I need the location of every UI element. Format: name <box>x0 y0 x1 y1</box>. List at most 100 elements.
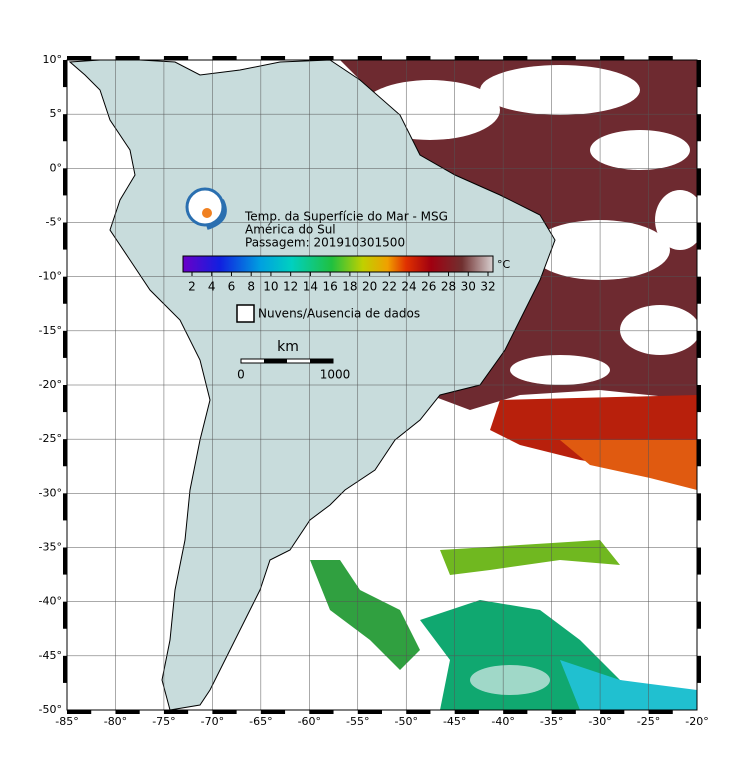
frame-seg <box>454 710 479 714</box>
pass: Passagem: 201910301500 <box>245 236 405 250</box>
colorbar-tick-label: 20 <box>362 280 377 294</box>
lon-label: -50° <box>394 715 417 728</box>
lon-label: -55° <box>346 715 369 728</box>
frame-seg <box>697 222 701 250</box>
frame-seg <box>697 168 701 196</box>
lat-label: -30° <box>39 486 62 499</box>
frame-seg <box>357 710 382 714</box>
frame-seg <box>260 56 286 60</box>
colorbar-tick-label: 30 <box>461 280 476 294</box>
scale-unit: km <box>277 339 299 355</box>
frame-seg <box>63 601 67 629</box>
frame-seg <box>648 710 673 714</box>
frame-seg <box>63 168 67 196</box>
frame-seg <box>212 56 237 60</box>
colorbar-tick-label: 8 <box>247 280 255 294</box>
frame-seg <box>63 655 67 683</box>
region: América do Sul <box>245 223 336 237</box>
frame-seg <box>697 114 701 142</box>
lon-label: -85° <box>55 715 78 728</box>
colorbar-tick-label: 12 <box>283 280 298 294</box>
lon-label: -30° <box>588 715 611 728</box>
frame-seg <box>67 710 92 714</box>
lat-label: -45° <box>39 649 62 662</box>
colorbar-tick-label: 18 <box>342 280 357 294</box>
lon-label: -65° <box>249 715 272 728</box>
frame-seg <box>163 56 189 60</box>
frame-seg <box>406 56 431 60</box>
frame-seg <box>454 56 479 60</box>
frame-seg <box>406 710 431 714</box>
lat-label: -15° <box>39 324 62 337</box>
sst-south-orange <box>560 440 697 490</box>
frame-seg <box>503 710 528 714</box>
colorbar-tick-label: 2 <box>188 280 196 294</box>
frame-seg <box>697 439 701 467</box>
colorbar-tick-label: 26 <box>421 280 436 294</box>
frame-seg <box>63 222 67 250</box>
colorbar-ticks: 2 4 6 8 10 12 14 16 18 20 22 24 26 28 30 32 <box>188 272 496 294</box>
frame-seg <box>67 56 92 60</box>
frame-ticks <box>63 56 701 714</box>
colorbar-tick-label: 4 <box>208 280 216 294</box>
lon-label: -20° <box>685 715 708 728</box>
frame-seg <box>63 276 67 304</box>
colorbar-unit: °C <box>497 258 511 271</box>
frame-seg <box>551 710 576 714</box>
lon-label: -75° <box>152 715 175 728</box>
lat-label: -25° <box>39 432 62 445</box>
colorbar-tick-label: 10 <box>263 280 278 294</box>
frame-seg <box>697 330 701 358</box>
frame-seg <box>115 56 140 60</box>
colorbar-tick-label: 32 <box>480 280 495 294</box>
map-area <box>67 60 697 710</box>
legend-clouds: Nuvens/Ausencia de dados <box>258 307 420 321</box>
frame-seg <box>212 710 237 714</box>
cloud-swatch <box>236 304 255 323</box>
lat-label: -40° <box>39 595 62 608</box>
lon-label: -80° <box>104 715 127 728</box>
axis-labels: -85° -80° -75° -70° -65° -60° -55° -50° -45° -40°… <box>39 53 709 728</box>
colorbar-tick-label: 6 <box>228 280 236 294</box>
lon-label: -45° <box>443 715 466 728</box>
colorbar-tick-label: 14 <box>303 280 318 294</box>
colorbar-tick-label: 28 <box>441 280 456 294</box>
frame-seg <box>600 710 625 714</box>
frame-seg <box>600 56 625 60</box>
frame-seg <box>551 56 576 60</box>
lat-label: -50° <box>39 703 62 716</box>
lon-label: -70° <box>201 715 224 728</box>
frame-seg <box>503 56 528 60</box>
lon-label: -60° <box>298 715 321 728</box>
lat-label: -20° <box>39 378 62 391</box>
frame-seg <box>697 276 701 304</box>
logo <box>185 187 227 230</box>
lat-label: 10° <box>43 53 63 66</box>
lat-label: 5° <box>50 107 63 120</box>
lon-label: -40° <box>491 715 514 728</box>
frame-seg <box>163 710 189 714</box>
frame-seg <box>63 114 67 142</box>
lat-label: 0° <box>50 161 63 174</box>
frame-seg <box>115 710 140 714</box>
frame-seg <box>697 655 701 683</box>
scale-start: 0 <box>237 368 245 382</box>
frame-seg <box>63 60 67 88</box>
frame-seg <box>357 56 382 60</box>
colorbar-tick-label: 24 <box>401 280 416 294</box>
frame-seg <box>309 56 334 60</box>
frame-seg <box>63 330 67 358</box>
graticule <box>67 60 697 710</box>
lat-label: -5° <box>46 216 62 229</box>
lat-label: -10° <box>39 270 62 283</box>
scale-bar-seg <box>310 359 333 363</box>
frame-seg <box>309 710 334 714</box>
frame-seg <box>697 601 701 629</box>
frame-seg <box>63 493 67 521</box>
frame-seg <box>63 439 67 467</box>
lat-label: -35° <box>39 541 62 554</box>
colorbar-tick-label: 16 <box>322 280 337 294</box>
colorbar-tick-label: 22 <box>382 280 397 294</box>
title: Temp. da Superfície do Mar - MSG <box>244 210 448 224</box>
